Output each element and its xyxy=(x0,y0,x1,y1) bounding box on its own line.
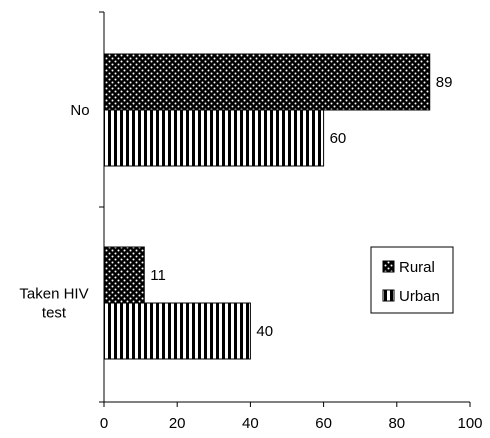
category-label-line: test xyxy=(42,305,67,322)
bar-urban xyxy=(103,109,325,167)
data-label: 40 xyxy=(256,323,273,340)
x-tick-label: 80 xyxy=(388,415,405,432)
legend-swatch-urban xyxy=(382,289,395,302)
category-label: Taken HIV test xyxy=(19,286,88,322)
x-tick-label: 0 xyxy=(100,415,108,432)
plot-area: 0 20 40 60 80 100 89 60 No 11 40 Taken HIV test xyxy=(19,11,483,432)
bar-urban xyxy=(103,302,251,360)
category-label-line: Taken HIV xyxy=(19,286,88,303)
bar-rural xyxy=(103,53,431,111)
data-label: 60 xyxy=(330,130,347,147)
legend-box xyxy=(370,246,454,314)
category-label-line: No xyxy=(70,102,89,119)
category-label: No xyxy=(70,102,89,119)
x-tick-label: 20 xyxy=(169,415,186,432)
x-tick-label: 100 xyxy=(457,415,482,432)
bar-rural xyxy=(103,246,145,304)
legend-swatch-rural xyxy=(382,260,395,273)
legend-label-rural: Rural xyxy=(399,259,435,276)
legend-label-urban: Urban xyxy=(399,288,440,305)
x-tick-label: 40 xyxy=(242,415,259,432)
data-label: 89 xyxy=(436,74,453,91)
x-tick-label: 60 xyxy=(315,415,332,432)
legend: Rural Urban xyxy=(370,246,454,314)
data-label: 11 xyxy=(150,267,166,284)
